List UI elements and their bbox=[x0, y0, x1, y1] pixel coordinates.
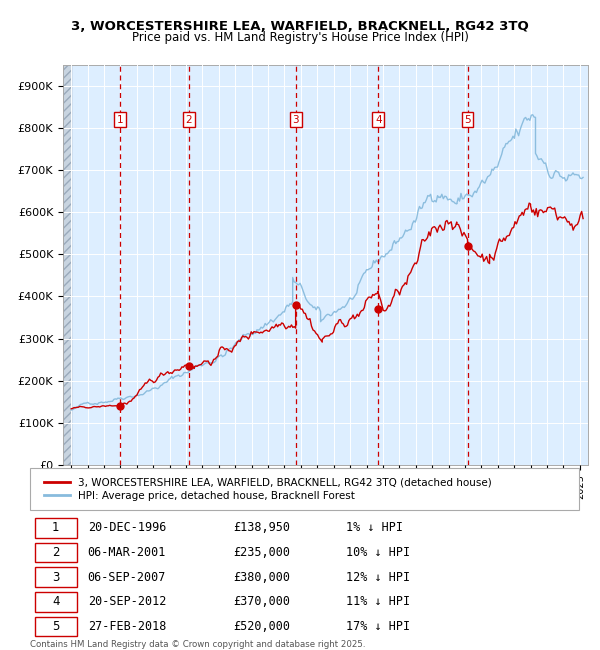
Text: £235,000: £235,000 bbox=[233, 546, 290, 559]
FancyBboxPatch shape bbox=[35, 543, 77, 562]
Text: 06-SEP-2007: 06-SEP-2007 bbox=[88, 571, 166, 584]
FancyBboxPatch shape bbox=[35, 617, 77, 636]
FancyBboxPatch shape bbox=[35, 592, 77, 612]
Text: 20-SEP-2012: 20-SEP-2012 bbox=[88, 595, 166, 608]
FancyBboxPatch shape bbox=[35, 567, 77, 587]
Text: 17% ↓ HPI: 17% ↓ HPI bbox=[346, 620, 410, 633]
Text: 1% ↓ HPI: 1% ↓ HPI bbox=[346, 521, 403, 534]
Text: 2: 2 bbox=[185, 114, 193, 125]
Legend: 3, WORCESTERSHIRE LEA, WARFIELD, BRACKNELL, RG42 3TQ (detached house), HPI: Aver: 3, WORCESTERSHIRE LEA, WARFIELD, BRACKNE… bbox=[41, 474, 495, 504]
Text: £370,000: £370,000 bbox=[233, 595, 290, 608]
Text: 5: 5 bbox=[52, 620, 59, 633]
Text: 5: 5 bbox=[464, 114, 471, 125]
Text: 27-FEB-2018: 27-FEB-2018 bbox=[88, 620, 166, 633]
Text: Price paid vs. HM Land Registry's House Price Index (HPI): Price paid vs. HM Land Registry's House … bbox=[131, 31, 469, 44]
Text: 06-MAR-2001: 06-MAR-2001 bbox=[88, 546, 166, 559]
Text: 3: 3 bbox=[52, 571, 59, 584]
Text: Contains HM Land Registry data © Crown copyright and database right 2025.: Contains HM Land Registry data © Crown c… bbox=[30, 640, 365, 649]
Text: 20-DEC-1996: 20-DEC-1996 bbox=[88, 521, 166, 534]
Text: £520,000: £520,000 bbox=[233, 620, 290, 633]
Text: 1: 1 bbox=[52, 521, 59, 534]
Text: 12% ↓ HPI: 12% ↓ HPI bbox=[346, 571, 410, 584]
Text: 10% ↓ HPI: 10% ↓ HPI bbox=[346, 546, 410, 559]
Text: 4: 4 bbox=[52, 595, 59, 608]
Bar bbox=[63, 65, 71, 465]
Text: £138,950: £138,950 bbox=[233, 521, 290, 534]
Text: 4: 4 bbox=[375, 114, 382, 125]
Text: 3, WORCESTERSHIRE LEA, WARFIELD, BRACKNELL, RG42 3TQ: 3, WORCESTERSHIRE LEA, WARFIELD, BRACKNE… bbox=[71, 20, 529, 32]
Text: 2: 2 bbox=[52, 546, 59, 559]
FancyBboxPatch shape bbox=[35, 518, 77, 538]
Text: £380,000: £380,000 bbox=[233, 571, 290, 584]
Text: 1: 1 bbox=[116, 114, 123, 125]
Text: 3: 3 bbox=[292, 114, 299, 125]
Text: 11% ↓ HPI: 11% ↓ HPI bbox=[346, 595, 410, 608]
